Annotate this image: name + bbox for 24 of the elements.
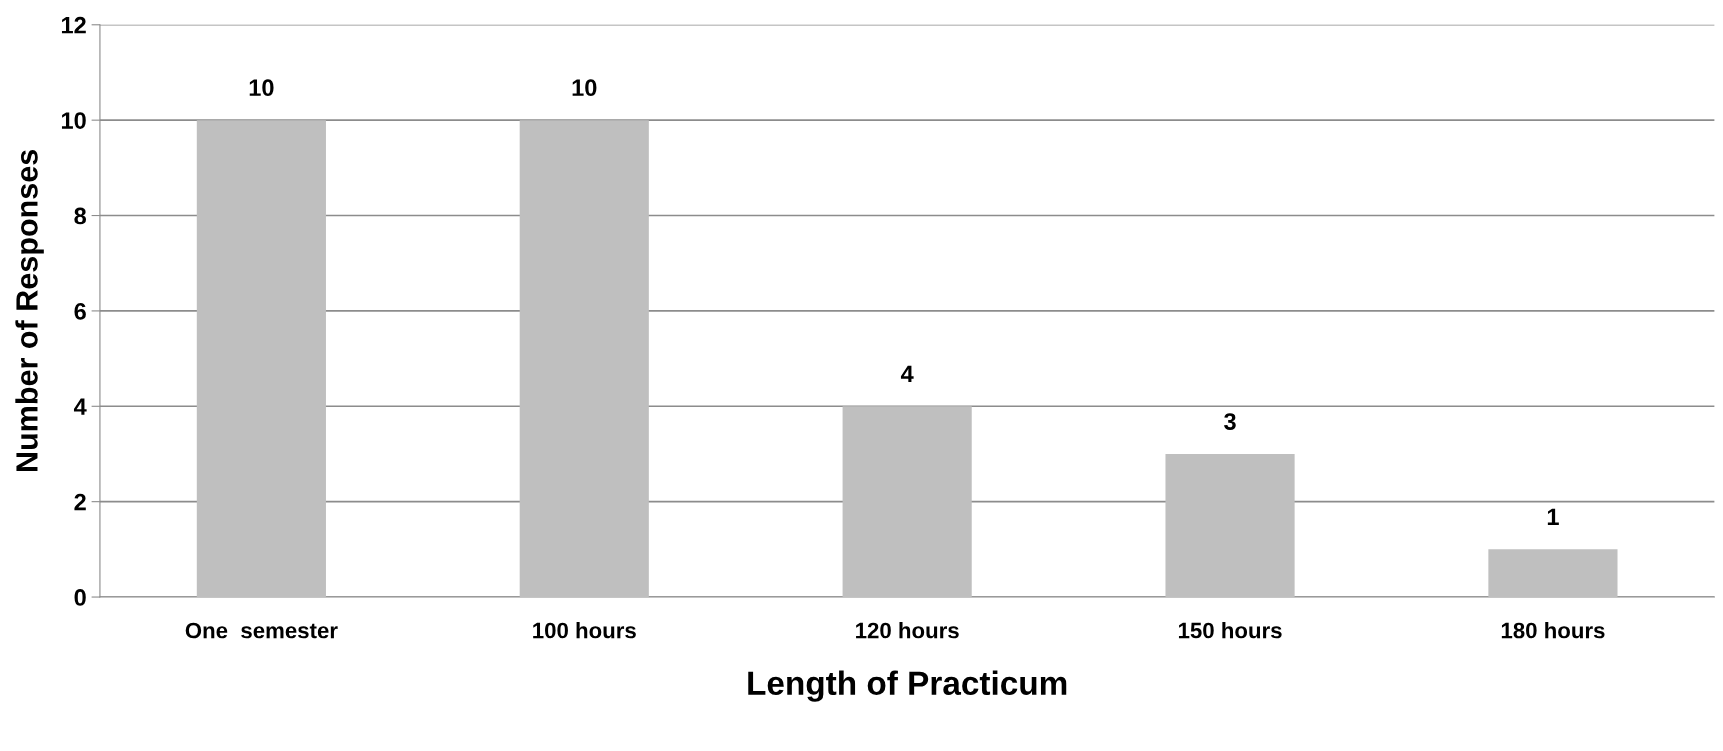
data-label: 10 — [249, 79, 274, 97]
x-axis-title: Length of Practicum — [748, 670, 1067, 702]
bar — [1165, 453, 1295, 598]
data-label: 1 — [1547, 508, 1559, 526]
y-tick-label: 0 — [74, 589, 86, 606]
x-tick-label: 150 hours — [1178, 622, 1282, 639]
data-label: 4 — [900, 365, 914, 382]
bar — [196, 120, 326, 598]
x-tick-label: 180 hours — [1501, 622, 1605, 639]
y-tick-label: 4 — [73, 398, 87, 415]
x-tick-label: One semester — [185, 622, 338, 639]
y-tick-label: 10 — [61, 112, 86, 129]
x-tick-label: 100 hours — [533, 622, 636, 639]
data-label: 10 — [572, 79, 597, 97]
x-tick-label: 120 hours — [856, 622, 959, 639]
y-tick-label: 6 — [74, 302, 86, 320]
y-tick-label: 8 — [74, 207, 87, 225]
y-axis-title: Number of Responses — [15, 150, 44, 472]
y-tick-label: 12 — [61, 16, 86, 34]
bar — [1488, 549, 1618, 598]
y-tick-label: 2 — [74, 493, 86, 511]
data-label: 3 — [1224, 413, 1236, 430]
bar — [842, 406, 972, 598]
bar — [519, 120, 649, 598]
